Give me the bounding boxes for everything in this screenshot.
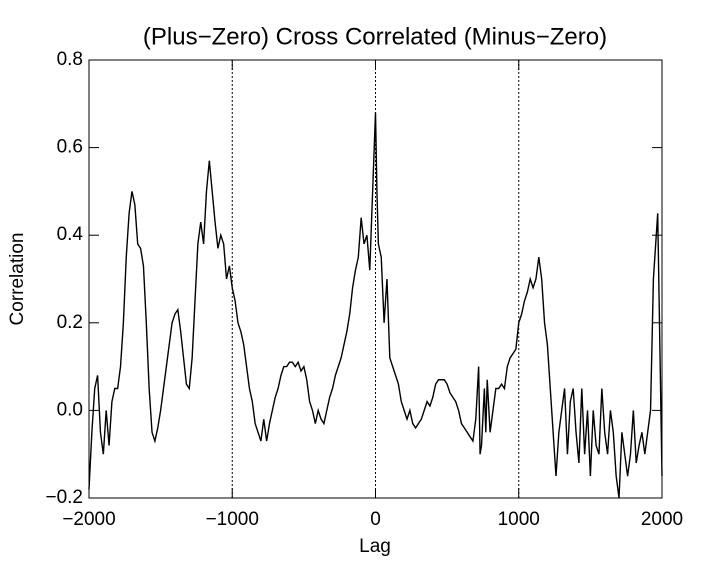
y-tick-label: 0.2 [57, 312, 83, 333]
x-tick-label: −1000 [206, 509, 259, 530]
y-tick-label: 0.6 [57, 137, 83, 158]
data-line [88, 112, 663, 499]
chart-title: (Plus−Zero) Cross Correlated (Minus−Zero… [143, 23, 607, 50]
x-tick-label: 1000 [498, 509, 540, 530]
y-tick-label: −0.2 [45, 487, 83, 508]
y-tick-label: 0.8 [57, 49, 83, 70]
x-axis-label: Lag [359, 536, 391, 557]
x-tick-label: −2000 [62, 509, 115, 530]
x-tick-label: 0 [370, 509, 381, 530]
x-tick-label: 2000 [641, 509, 683, 530]
y-tick-label: 0.4 [57, 224, 84, 245]
y-tick-label: 0.0 [57, 399, 83, 420]
y-axis-label: Correlation [7, 233, 28, 326]
